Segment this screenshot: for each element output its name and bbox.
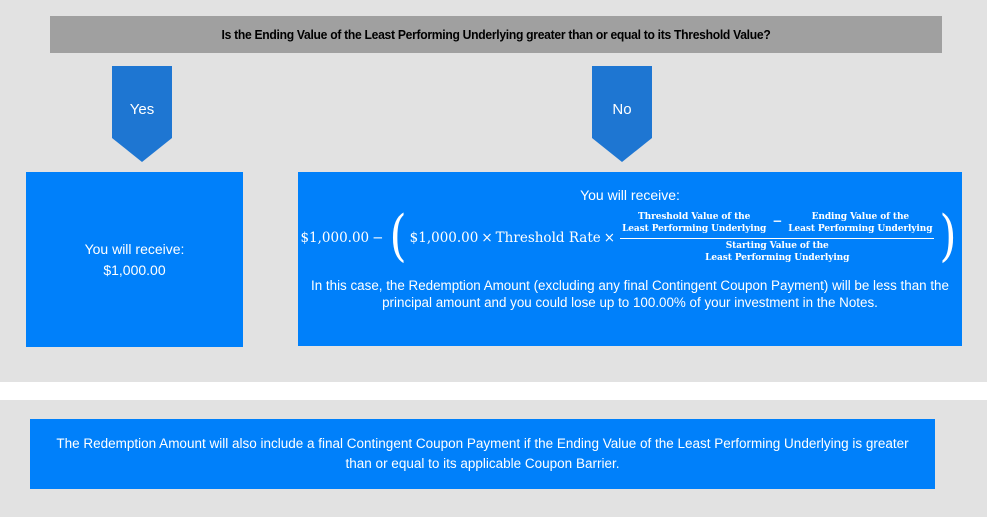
- fraction-denominator: Starting Value of the Least Performing U…: [705, 241, 849, 264]
- redemption-formula: $1,000.00 − ( $1,000.00 × Threshold Rate…: [298, 204, 962, 268]
- fraction-line: Starting Value of the: [725, 241, 829, 252]
- times-operator-2: ×: [603, 230, 616, 247]
- fraction-line: Ending Value of the: [811, 212, 910, 222]
- formula-inner-principal: $1,000.00: [409, 230, 479, 247]
- white-divider-strip: [0, 382, 987, 400]
- coupon-footer-box: The Redemption Amount will also include …: [30, 419, 935, 489]
- no-branch-arrow: No: [592, 66, 652, 162]
- starting-value-stack: Starting Value of the Least Performing U…: [705, 241, 849, 264]
- times-operator-1: ×: [481, 230, 493, 247]
- coupon-footer-text: The Redemption Amount will also include …: [56, 435, 909, 471]
- fraction-line: Least Performing Underlying: [705, 253, 850, 264]
- performance-fraction: Threshold Value of the Least Performing …: [620, 212, 935, 265]
- yes-arrow-label: Yes: [129, 100, 155, 118]
- question-text: Is the Ending Value of the Least Perform…: [221, 27, 771, 42]
- formula-principal: $1,000.00: [300, 230, 370, 247]
- yes-outcome-amount: $1,000.00: [103, 261, 166, 278]
- fraction-line: Least Performing Underlying: [622, 223, 767, 234]
- loss-warning-text: In this case, the Redemption Amount (exc…: [311, 277, 949, 311]
- no-outcome-box: You will receive: $1,000.00 − ( $1,000.0…: [298, 172, 962, 346]
- open-parenthesis: (: [389, 204, 407, 268]
- threshold-value-stack: Threshold Value of the Least Performing …: [622, 212, 766, 235]
- minus-operator: −: [372, 230, 384, 247]
- yes-branch-arrow: Yes: [112, 66, 172, 162]
- threshold-rate-label: Threshold Rate: [495, 230, 601, 247]
- no-outcome-intro: You will receive:: [580, 187, 680, 203]
- fraction-line: Threshold Value of the: [638, 212, 751, 222]
- yes-outcome-line1: You will receive:: [84, 240, 185, 257]
- numerator-minus-operator: −: [772, 213, 783, 228]
- no-arrow-label: No: [612, 100, 632, 118]
- fraction-line: Least Performing Underlying: [788, 223, 933, 234]
- ending-value-stack: Ending Value of the Least Performing Und…: [788, 212, 932, 235]
- yes-outcome-box: You will receive: $1,000.00: [26, 172, 243, 347]
- question-header-bar: Is the Ending Value of the Least Perform…: [50, 16, 942, 53]
- close-parenthesis: ): [939, 204, 957, 268]
- fraction-numerator: Threshold Value of the Least Performing …: [620, 212, 935, 240]
